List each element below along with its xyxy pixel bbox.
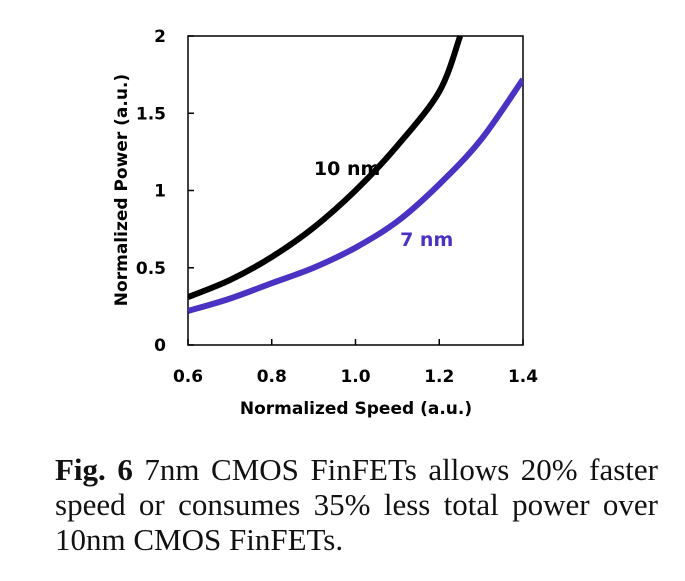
- y-tick-label: 1: [154, 182, 166, 202]
- x-tick-label: 0.6: [173, 367, 203, 387]
- annotations: 10 nm 7 nm: [314, 158, 453, 251]
- annotation-10-nm: 10 nm: [314, 158, 380, 180]
- x-tick-label: 1.0: [340, 367, 370, 387]
- y-tick-label: 2: [154, 27, 166, 47]
- x-axis-label: Normalized Speed (a.u.): [240, 399, 472, 419]
- y-tick-label: 1.5: [136, 104, 166, 124]
- tick-labels: 0.6 0.8 1.0 1.2 1.4 0 0.5 1 1.5 2: [136, 27, 538, 387]
- plot-axes: [187, 35, 524, 346]
- y-tick-label: 0.5: [136, 259, 166, 279]
- x-tick-label: 1.4: [508, 367, 538, 387]
- y-tick-label: 0: [154, 336, 166, 356]
- caption-text: 7nm CMOS FinFETs allows 20% faster speed…: [55, 452, 659, 557]
- x-tick-label: 1.2: [424, 367, 454, 387]
- series-line-7-nm: [188, 77, 523, 314]
- series-layer: [188, 34, 523, 314]
- x-tick-label: 0.8: [257, 367, 287, 387]
- y-axis-label: Normalized Power (a.u.): [112, 74, 132, 306]
- annotation-7-nm: 7 nm: [400, 229, 453, 251]
- figure-caption: Fig. 6 7nm CMOS FinFETs allows 20% faste…: [55, 452, 658, 557]
- power-speed-chart: 0.6 0.8 1.0 1.2 1.4 0 0.5 1 1.5 2 10 nm 7 nm Norma…: [112, 27, 538, 419]
- series-line-10-nm: [188, 34, 464, 300]
- caption-label: Fig. 6: [55, 452, 133, 487]
